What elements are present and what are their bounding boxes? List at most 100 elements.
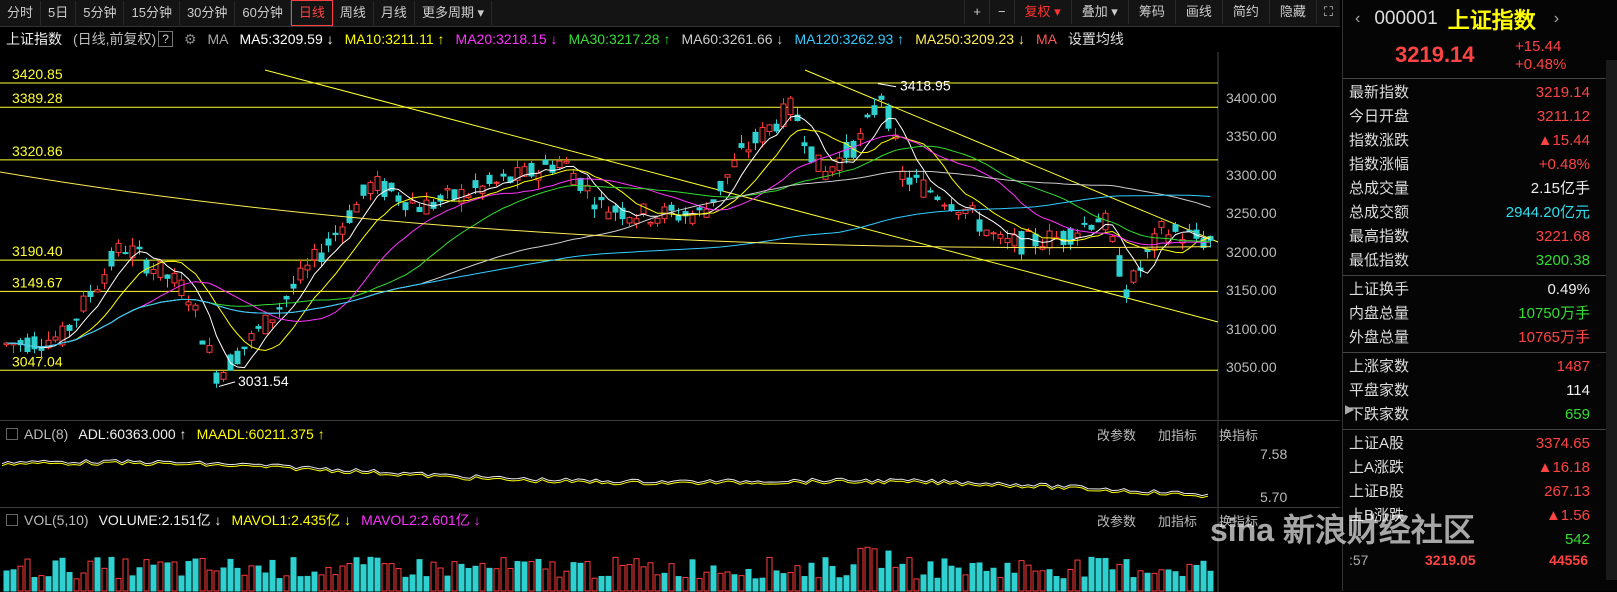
adl-add-indicator[interactable]: 加指标 [1157,427,1197,443]
candle-body [500,173,507,177]
vol-switch-indicator[interactable]: 换指标 [1218,513,1258,529]
volume-bar [1088,556,1095,592]
candle-body [773,123,780,132]
candle-body [297,267,304,281]
period-tab-0[interactable]: 分时 [0,1,42,25]
vol-add-indicator[interactable]: 加指标 [1157,513,1197,529]
quote-rows-breadth: 上涨家数 1487 平盘家数 114 下跌家数 659 [1343,355,1617,427]
adl-change-params[interactable]: 改参数 [1096,427,1136,443]
period-tab-5[interactable]: 60分钟 [235,1,291,25]
candle-body [94,289,101,293]
volume-bar [549,561,556,592]
candle-body [185,301,192,306]
hide-button[interactable]: 隐藏 [1268,0,1316,24]
volume-bar [500,557,507,592]
period-tab-6[interactable]: 日线 [290,0,333,26]
volume-bar [584,560,591,592]
quote-value: 3374.65 [1535,435,1590,452]
rows4-row-4: 542 [1343,528,1617,552]
volume-bar [871,548,878,592]
volume-bar [997,577,1004,592]
candle-body [808,146,815,163]
volume-bar [990,567,997,592]
prev-arrow-icon[interactable]: ‹ [1355,10,1361,27]
candle-body [983,229,990,236]
candle-body [437,195,444,202]
candlestick-chart[interactable]: 3420.85 3389.28 3320.86 3190.40 3149.67 3047.… [0,52,1340,592]
quote-value: ▲15.44 [1537,132,1590,149]
volume-bar [689,559,696,592]
rows2-row-0: 上证换手 0.49% [1343,278,1617,302]
ma-item-5: MA120:3262.93 ↑ [794,31,905,47]
volume-bar [164,562,171,592]
period-tab-3[interactable]: 15分钟 [124,1,180,25]
volume-bar [703,571,710,592]
price-axis-label: 3150.00 [1226,282,1277,299]
draw-line-button[interactable]: 画线 [1174,0,1222,24]
ma-item-6: MA250:3209.23 ↓ [915,31,1025,47]
volume-bar [1081,576,1088,592]
volume-bar [1144,572,1151,592]
volume-bar [1060,578,1067,592]
chips-button[interactable]: 筹码 [1127,0,1175,24]
candle-body [1004,238,1011,244]
adl-title: ADL(8) [24,426,69,442]
candle-body [1200,238,1207,248]
rows4-row-3: 上B涨跌 ▲1.56 [1343,504,1617,528]
volume-bar [248,565,255,592]
volume-bar [171,561,178,592]
volume-bar [1102,557,1109,592]
vol-collapse-icon[interactable] [6,514,18,526]
candle-body [1186,229,1193,232]
candle-body [920,179,927,198]
volume-bar [514,561,521,592]
ma-item-1: MA10:3211.11 ↑ [344,31,445,47]
vol-change-params[interactable]: 改参数 [1096,513,1136,529]
help-button[interactable]: ? [158,31,173,47]
price-axis-label: 3400.00 [1226,90,1277,106]
candle-body [472,180,479,189]
volume-bar [920,574,927,592]
candle-body [304,264,311,271]
price-level-label: 3389.28 [12,90,63,106]
ma-line [6,194,1211,348]
adl-collapse-icon[interactable] [6,428,18,440]
quote-value: 114 [1566,382,1590,399]
fullscreen-icon[interactable]: ⛶ [1315,0,1340,24]
rows4-row-2: 上证B股 267.13 [1343,480,1617,504]
ma-settings-button[interactable]: 设置均线 [1067,31,1124,47]
fuquan-dropdown[interactable]: 复权 ▾ [1013,0,1071,24]
period-tab-7[interactable]: 周线 [333,1,374,25]
current-price: 3219.14 [1395,42,1475,67]
quote-label: 总成交量 [1349,180,1410,197]
chart-mode: (日线,前复权) [73,31,157,47]
zoom-in-button[interactable]: + [964,0,989,24]
period-tab-2[interactable]: 5分钟 [76,1,125,25]
volume-bar [45,576,52,592]
period-tab-8[interactable]: 月线 [374,1,415,25]
zoom-out-button[interactable]: − [988,0,1014,24]
rows1-row-7: 最低指数 3200.38 [1343,249,1617,273]
volume-bar [822,557,829,592]
sidebar-scrollbar[interactable] [1606,60,1617,580]
period-tab-9[interactable]: 更多周期 ▾ [415,1,493,25]
simple-mode-button[interactable]: 简约 [1221,0,1269,24]
volume-bar [1200,560,1207,592]
period-tab-4[interactable]: 30分钟 [180,1,236,25]
overlay-dropdown[interactable]: 叠加 ▾ [1070,0,1128,24]
collapse-sidebar-icon[interactable]: ▶ [1345,402,1355,416]
next-arrow-icon[interactable]: › [1553,10,1560,27]
candle-body [836,157,843,171]
volume-bar [773,570,780,592]
candle-body [115,242,122,254]
volume-bar [185,561,192,592]
adl-switch-indicator[interactable]: 换指标 [1218,427,1258,443]
gear-icon[interactable]: ⚙ [183,30,197,47]
period-tab-1[interactable]: 5日 [41,1,77,25]
volume-bar [199,557,206,592]
candle-body [857,132,864,140]
high-annotation: 3418.95 [900,77,951,93]
volume-bar [367,556,374,592]
volume-bar [276,578,283,592]
quote-rows-main: 最新指数 3219.14 今日开盘 3211.12 指数涨跌 ▲15.44 指数涨幅 +0.4… [1343,81,1617,273]
